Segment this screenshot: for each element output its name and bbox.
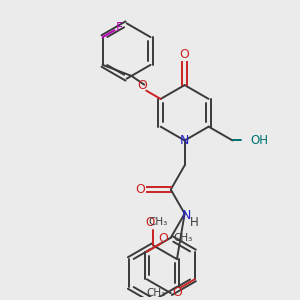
Text: H: H [190,216,199,229]
Text: OH: OH [250,134,268,147]
Text: N: N [182,209,191,222]
Text: O: O [137,79,147,92]
Text: O: O [172,286,182,299]
Text: F: F [116,21,123,34]
Text: CH₃: CH₃ [146,288,166,298]
Text: O: O [135,183,145,196]
Text: O: O [180,48,190,61]
Text: O: O [146,216,154,229]
Text: CH₃: CH₃ [148,217,167,227]
Text: N: N [180,134,189,147]
Text: CH₃: CH₃ [173,233,192,243]
Text: O: O [158,232,168,245]
